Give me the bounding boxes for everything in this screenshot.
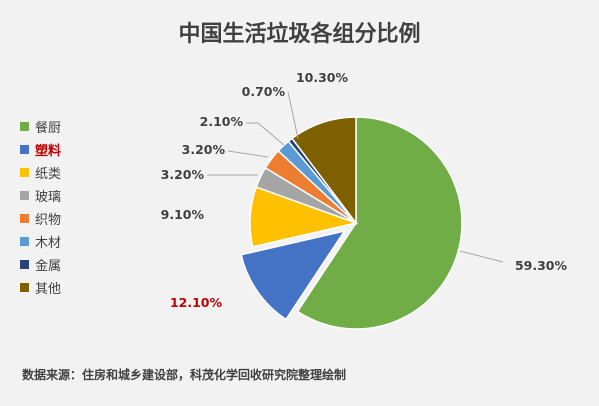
legend-item: 塑料: [20, 138, 61, 161]
data-label: 10.30%: [296, 70, 349, 85]
leader-line: [459, 250, 504, 263]
data-label: 3.20%: [161, 167, 205, 182]
legend-swatch: [20, 122, 29, 131]
legend-label: 玻璃: [35, 190, 62, 205]
legend-swatch: [20, 168, 29, 177]
pie-slice: [291, 116, 357, 226]
legend-label: 纸类: [35, 167, 62, 182]
legend-swatch: [20, 145, 29, 154]
legend-swatch: [20, 237, 29, 246]
legend-item: 木材: [20, 230, 61, 253]
data-label: 12.10%: [170, 295, 223, 310]
pie-slice: [296, 116, 463, 330]
data-label: 59.30%: [515, 258, 568, 273]
data-label: 0.70%: [242, 84, 286, 99]
data-label: 3.20%: [182, 142, 226, 157]
leader-line: [287, 91, 299, 140]
legend-label: 木材: [35, 236, 62, 251]
data-label: 9.10%: [161, 207, 205, 222]
legend-swatch: [20, 260, 29, 269]
pie-slice: [240, 229, 347, 321]
legend-item: 金属: [20, 253, 61, 276]
legend-swatch: [20, 214, 29, 223]
legend-swatch: [20, 191, 29, 200]
legend-label: 塑料: [35, 144, 62, 159]
leader-line: [227, 150, 269, 158]
legend: 餐厨塑料纸类玻璃织物木材金属其他: [20, 115, 61, 299]
legend-label: 织物: [35, 213, 62, 228]
legend-label: 其他: [35, 282, 62, 297]
legend-swatch: [20, 283, 29, 292]
legend-item: 纸类: [20, 161, 61, 184]
source-note: 数据来源：住房和城乡建设部，科茂化学回收研究院整理绘制: [22, 368, 347, 382]
legend-label: 金属: [35, 259, 62, 274]
legend-item: 餐厨: [20, 115, 61, 138]
legend-item: 其他: [20, 276, 61, 299]
legend-label: 餐厨: [35, 121, 62, 136]
legend-item: 玻璃: [20, 184, 61, 207]
chart-title: 中国生活垃圾各组分比例: [178, 22, 421, 47]
leader-line: [246, 122, 285, 146]
legend-item: 织物: [20, 207, 61, 230]
data-label: 2.10%: [200, 114, 244, 129]
